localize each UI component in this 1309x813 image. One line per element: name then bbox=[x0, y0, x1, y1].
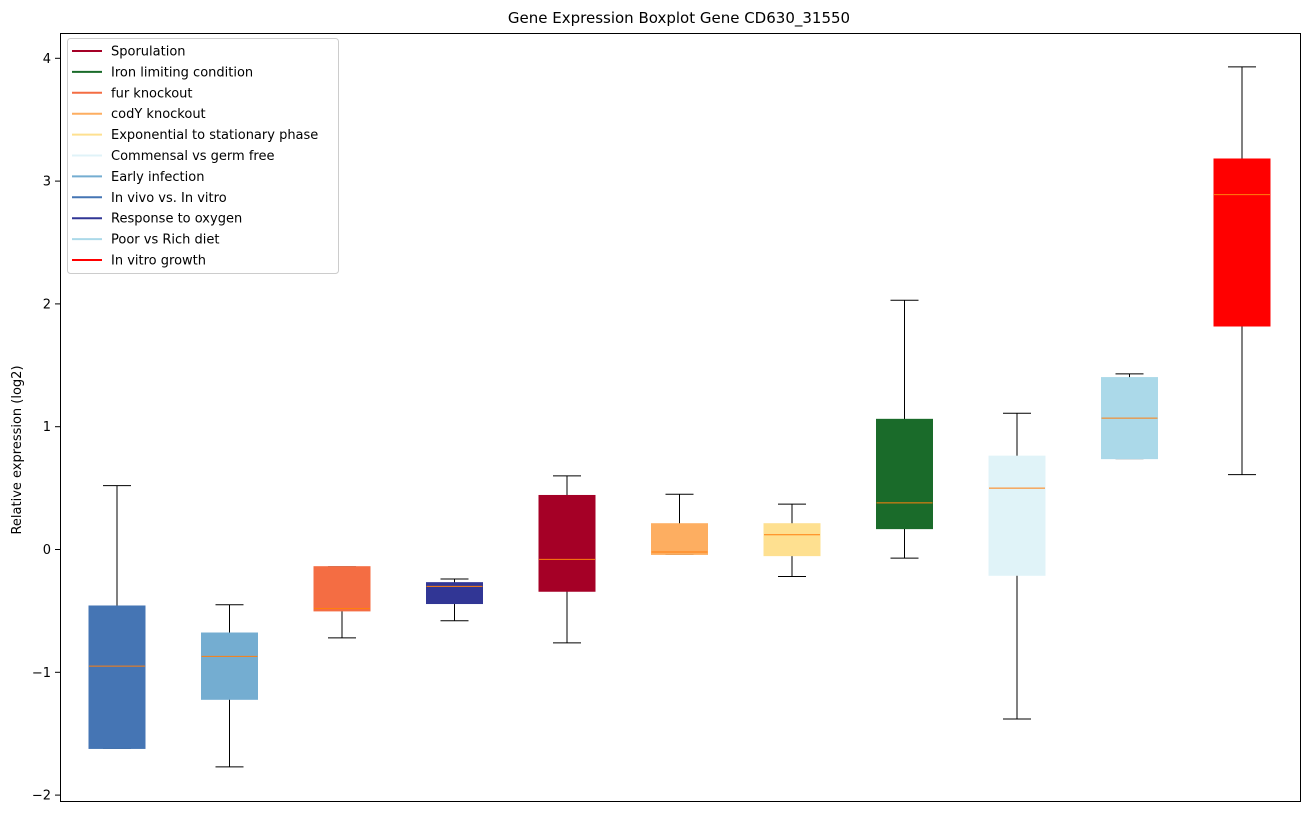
y-axis-label: Relative expression (log2) bbox=[10, 365, 25, 534]
box-sporulation bbox=[538, 475, 596, 644]
legend-item: fur knockout bbox=[72, 86, 193, 101]
legend-item: Poor vs Rich diet bbox=[72, 233, 219, 248]
box-body bbox=[88, 605, 146, 749]
y-tick-label: 3 bbox=[43, 175, 51, 190]
legend-label: fur knockout bbox=[111, 86, 193, 101]
box-poor-vs-rich-diet bbox=[1101, 373, 1158, 460]
box-in-vivo-vs-in-vitro bbox=[88, 485, 146, 749]
legend-item: Commensal vs germ free bbox=[72, 149, 274, 164]
legend-item: Early infection bbox=[72, 170, 204, 185]
box-in-vitro-growth bbox=[1213, 66, 1271, 476]
legend-label: Commensal vs germ free bbox=[111, 149, 274, 164]
box-fur-knockout bbox=[313, 566, 371, 639]
box-body bbox=[538, 494, 596, 592]
legend-label: Iron limiting condition bbox=[111, 65, 253, 80]
box-body bbox=[201, 632, 258, 700]
box-body bbox=[651, 523, 708, 555]
legend-label: Early infection bbox=[111, 170, 204, 185]
legend-item: Sporulation bbox=[72, 45, 186, 60]
legend-label: codY knockout bbox=[111, 107, 206, 122]
box-body bbox=[876, 418, 933, 530]
box-cody-knockout bbox=[651, 493, 708, 555]
box-body bbox=[313, 566, 371, 612]
y-axis: −2 −1 0 1 2 3 4 bbox=[32, 52, 60, 804]
y-tick-label: 0 bbox=[43, 543, 51, 558]
legend-label: Poor vs Rich diet bbox=[111, 233, 219, 248]
legend-label: In vitro growth bbox=[111, 254, 206, 269]
legend-item: In vivo vs. In vitro bbox=[72, 191, 227, 206]
box-early-infection bbox=[201, 604, 258, 768]
y-tick-label: 4 bbox=[43, 52, 51, 67]
box-commensal-vs-germ-free bbox=[988, 412, 1046, 720]
legend-label: Response to oxygen bbox=[111, 212, 242, 227]
plot-area bbox=[88, 66, 1271, 768]
legend-item: In vitro growth bbox=[72, 254, 206, 269]
legend-label: Exponential to stationary phase bbox=[111, 128, 318, 143]
legend-item: Exponential to stationary phase bbox=[72, 128, 318, 143]
legend-label: In vivo vs. In vitro bbox=[111, 191, 227, 206]
legend-frame bbox=[67, 38, 339, 274]
chart-title: Gene Expression Boxplot Gene CD630_31550 bbox=[508, 9, 850, 28]
legend-item: Response to oxygen bbox=[72, 212, 242, 227]
box-body bbox=[426, 582, 483, 605]
box-iron-limiting-condition bbox=[876, 299, 933, 559]
plot-frame bbox=[60, 33, 1301, 802]
box-body bbox=[988, 455, 1046, 576]
y-tick-label: 2 bbox=[43, 297, 51, 312]
y-tick-label: 1 bbox=[43, 420, 51, 435]
y-tick-label: −2 bbox=[32, 789, 51, 804]
legend-item: Iron limiting condition bbox=[72, 65, 253, 80]
box-exponential-to-stationary-phase bbox=[763, 503, 821, 578]
box-body bbox=[1213, 158, 1271, 327]
box-body bbox=[763, 523, 821, 557]
box-response-to-oxygen bbox=[426, 578, 483, 622]
y-tick-label: −1 bbox=[32, 666, 51, 681]
legend-item: codY knockout bbox=[72, 107, 206, 122]
legend-label: Sporulation bbox=[111, 45, 186, 60]
legend: Sporulation Iron limiting condition fur kn… bbox=[67, 38, 339, 274]
